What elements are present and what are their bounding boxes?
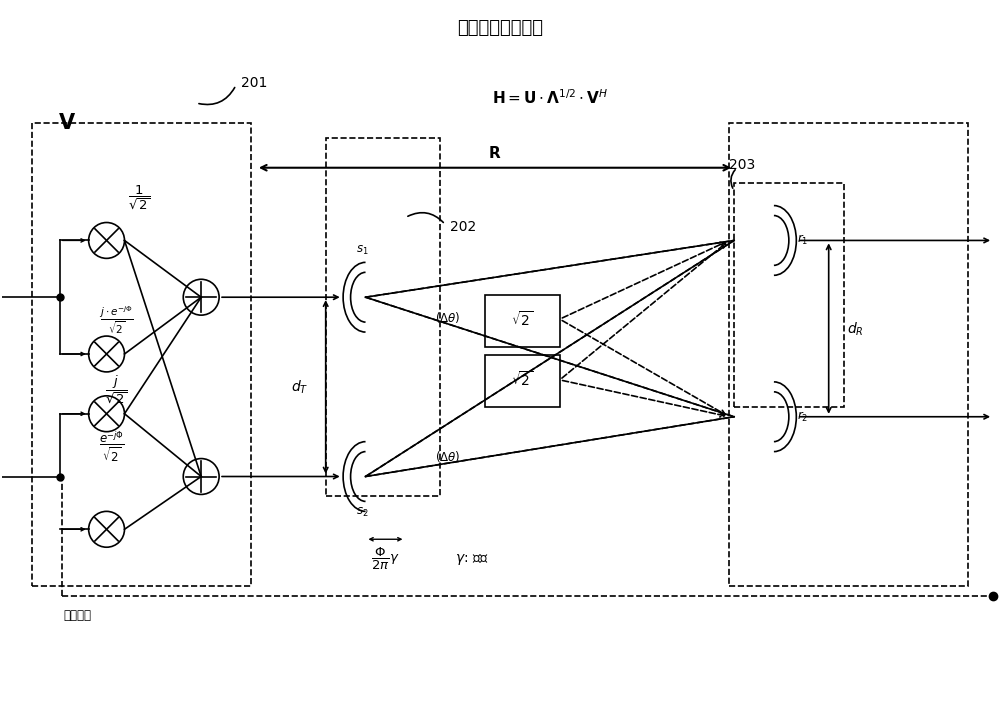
Text: $\mathbf{R}$: $\mathbf{R}$ xyxy=(488,145,502,161)
Text: $d_R$: $d_R$ xyxy=(847,320,863,338)
Text: 202: 202 xyxy=(450,220,476,234)
Text: $\gamma$: 波長: $\gamma$: 波長 xyxy=(455,552,489,567)
Text: $(\Delta\theta)$: $(\Delta\theta)$ xyxy=(435,449,461,464)
Text: $\dfrac{1}{\sqrt{2}}$: $\dfrac{1}{\sqrt{2}}$ xyxy=(128,183,151,212)
Text: $\mathbf{H} = \mathbf{U} \cdot \mathbf{\Lambda}^{1/2} \cdot \mathbf{V}^{H}$: $\mathbf{H} = \mathbf{U} \cdot \mathbf{\… xyxy=(492,88,608,107)
Text: $\dfrac{j}{\sqrt{2}}$: $\dfrac{j}{\sqrt{2}}$ xyxy=(105,373,128,406)
Text: 反馈信息: 反馈信息 xyxy=(64,609,92,623)
Text: $(\Delta\theta)$: $(\Delta\theta)$ xyxy=(435,310,461,324)
Text: $d_T$: $d_T$ xyxy=(291,378,309,395)
Text: $\dfrac{\Phi}{2\pi}\gamma$: $\dfrac{\Phi}{2\pi}\gamma$ xyxy=(371,546,400,572)
Text: $\dfrac{e^{-j\Phi}}{\sqrt{2}}$: $\dfrac{e^{-j\Phi}}{\sqrt{2}}$ xyxy=(99,430,124,464)
Text: 201: 201 xyxy=(241,76,267,90)
Text: $r_2$: $r_2$ xyxy=(797,410,808,424)
Text: $\sqrt{2}$: $\sqrt{2}$ xyxy=(511,371,533,390)
Text: 203: 203 xyxy=(729,158,755,172)
Text: $\mathbf{V}$: $\mathbf{V}$ xyxy=(58,113,76,133)
Text: $s_1$: $s_1$ xyxy=(356,244,369,258)
Text: $s_2$: $s_2$ xyxy=(356,506,369,519)
Text: 【第一配置示例】: 【第一配置示例】 xyxy=(457,19,543,37)
Text: $r_1$: $r_1$ xyxy=(797,233,808,248)
Text: $\sqrt{2}$: $\sqrt{2}$ xyxy=(511,310,533,329)
Text: $\dfrac{j \cdot e^{-j\Phi}}{\sqrt{2}}$: $\dfrac{j \cdot e^{-j\Phi}}{\sqrt{2}}$ xyxy=(99,304,134,336)
